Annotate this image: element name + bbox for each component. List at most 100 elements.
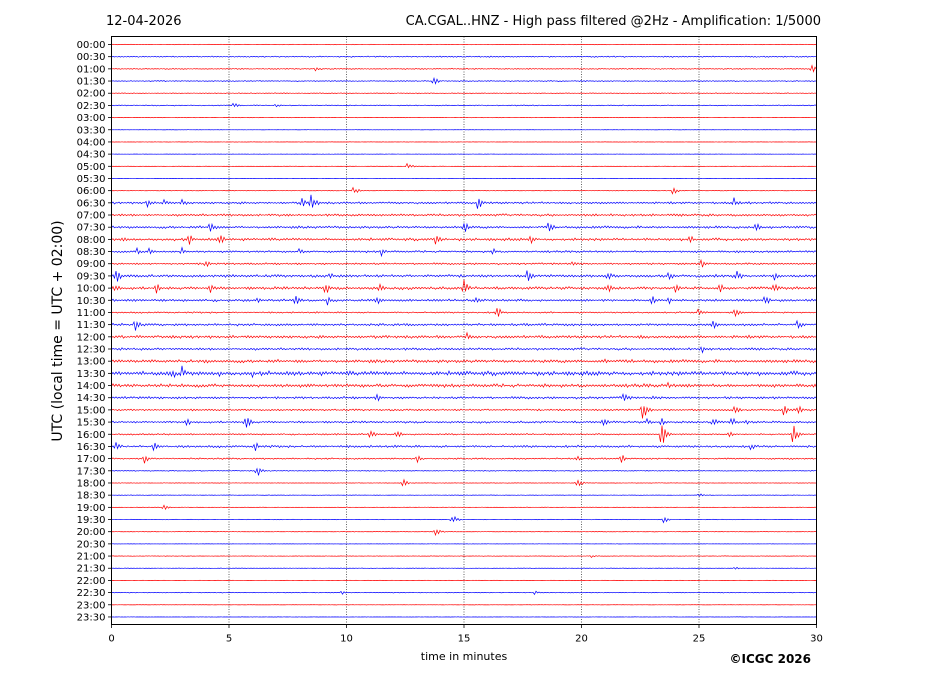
- y-tick-label: 16:30: [77, 442, 106, 453]
- y-tick-label: 05:30: [77, 174, 106, 185]
- y-tick-label: 17:00: [77, 454, 106, 465]
- y-tick-label: 00:30: [77, 52, 106, 63]
- x-tick-label: 0: [108, 634, 114, 645]
- y-tick-label: 00:00: [77, 40, 106, 51]
- trace-row-31: [111, 417, 817, 428]
- y-tick-label: 20:00: [77, 527, 106, 538]
- chart-date: 12-04-2026: [106, 14, 182, 29]
- trace-row-0: [111, 43, 817, 46]
- y-tick-label: 07:30: [77, 223, 106, 234]
- y-axis-label: UTC (local time = UTC + 02:00): [50, 220, 66, 441]
- trace-row-24: [111, 331, 817, 340]
- trace-row-25: [111, 346, 817, 354]
- trace-row-30: [111, 405, 817, 419]
- y-tick-label: 19:30: [77, 515, 106, 526]
- trace-row-17: [111, 246, 817, 258]
- y-tick-label: 14:30: [77, 393, 106, 404]
- y-tick-label: 20:30: [77, 539, 106, 550]
- y-tick-label: 22:30: [77, 588, 106, 599]
- y-tick-label: 11:00: [77, 308, 106, 319]
- x-tick-label: 30: [810, 634, 823, 645]
- chart-title: CA.CGAL..HNZ - High pass filtered @2Hz -…: [406, 14, 821, 29]
- y-tick-label: 13:00: [77, 357, 106, 368]
- trace-row-5: [111, 102, 817, 108]
- x-tick-label: 10: [340, 634, 353, 645]
- y-tick-label: 03:00: [77, 113, 106, 124]
- plot-frame: [111, 36, 817, 625]
- trace-row-28: [111, 381, 817, 389]
- trace-row-3: [111, 76, 817, 85]
- y-tick-label: 01:30: [77, 77, 106, 88]
- trace-row-36: [111, 478, 817, 487]
- x-tick-label: 15: [458, 634, 471, 645]
- y-tick-label: 16:00: [77, 430, 106, 441]
- trace-row-27: [111, 365, 817, 379]
- trace-row-29: [111, 392, 817, 402]
- y-tick-label: 02:00: [77, 89, 106, 100]
- trace-row-13: [111, 194, 817, 209]
- y-tick-label: 10:30: [77, 296, 106, 307]
- y-tick-label: 07:00: [77, 211, 106, 222]
- x-tick-label: 25: [693, 634, 706, 645]
- x-axis-label: time in minutes: [421, 650, 508, 663]
- x-axis-ticks: 0 5 10 15 20 25 30: [108, 624, 823, 645]
- y-tick-label: 22:00: [77, 576, 106, 587]
- trace-row-32: [111, 425, 817, 443]
- trace-row-10: [111, 162, 817, 169]
- y-tick-label: 23:00: [77, 600, 106, 611]
- y-tick-label: 03:30: [77, 125, 106, 136]
- y-tick-label: 18:00: [77, 478, 106, 489]
- trace-row-35: [111, 467, 817, 476]
- y-tick-label: 15:00: [77, 405, 106, 416]
- trace-row-37: [111, 493, 817, 497]
- y-tick-label: 11:30: [77, 320, 106, 331]
- y-tick-label: 08:00: [77, 235, 106, 246]
- y-tick-label: 05:00: [77, 162, 106, 173]
- trace-row-19: [111, 270, 817, 282]
- trace-row-12: [111, 186, 817, 195]
- trace-row-34: [111, 455, 817, 464]
- y-tick-label: 04:00: [77, 137, 106, 148]
- y-tick-label: 06:30: [77, 198, 106, 209]
- x-tick-label: 20: [575, 634, 588, 645]
- y-tick-label: 23:30: [77, 612, 106, 623]
- trace-row-15: [111, 222, 817, 232]
- trace-row-40: [111, 529, 817, 537]
- trace-row-4: [111, 92, 817, 95]
- y-tick-label: 12:00: [77, 332, 106, 343]
- y-tick-label: 17:30: [77, 466, 106, 477]
- trace-row-43: [111, 566, 817, 570]
- trace-row-1: [111, 55, 817, 58]
- trace-row-38: [111, 504, 817, 511]
- trace-row-16: [111, 235, 817, 245]
- trace-lines: [111, 43, 817, 618]
- y-tick-label: 12:30: [77, 345, 106, 356]
- trace-row-18: [111, 258, 817, 268]
- trace-row-39: [111, 515, 817, 524]
- y-tick-label: 14:00: [77, 381, 106, 392]
- y-tick-label: 02:30: [77, 101, 106, 112]
- y-tick-label: 10:00: [77, 284, 106, 295]
- y-tick-label: 06:00: [77, 186, 106, 197]
- y-tick-label: 21:30: [77, 564, 106, 575]
- y-tick-label: 18:30: [77, 491, 106, 502]
- y-tick-label: 01:00: [77, 64, 106, 75]
- trace-row-26: [111, 358, 817, 364]
- trace-row-23: [111, 319, 817, 331]
- trace-row-33: [111, 442, 817, 452]
- y-tick-label: 09:30: [77, 271, 106, 282]
- y-tick-label: 21:00: [77, 552, 106, 563]
- y-tick-label: 09:00: [77, 259, 106, 270]
- vertical-grid: [228, 36, 700, 625]
- trace-row-21: [111, 295, 817, 306]
- y-tick-label: 04:30: [77, 150, 106, 161]
- trace-row-22: [111, 308, 817, 318]
- y-tick-label: 13:30: [77, 369, 106, 380]
- trace-row-42: [111, 555, 817, 559]
- trace-row-45: [111, 590, 817, 596]
- trace-row-2: [111, 64, 817, 73]
- trace-row-14: [111, 213, 817, 217]
- trace-row-20: [111, 279, 817, 294]
